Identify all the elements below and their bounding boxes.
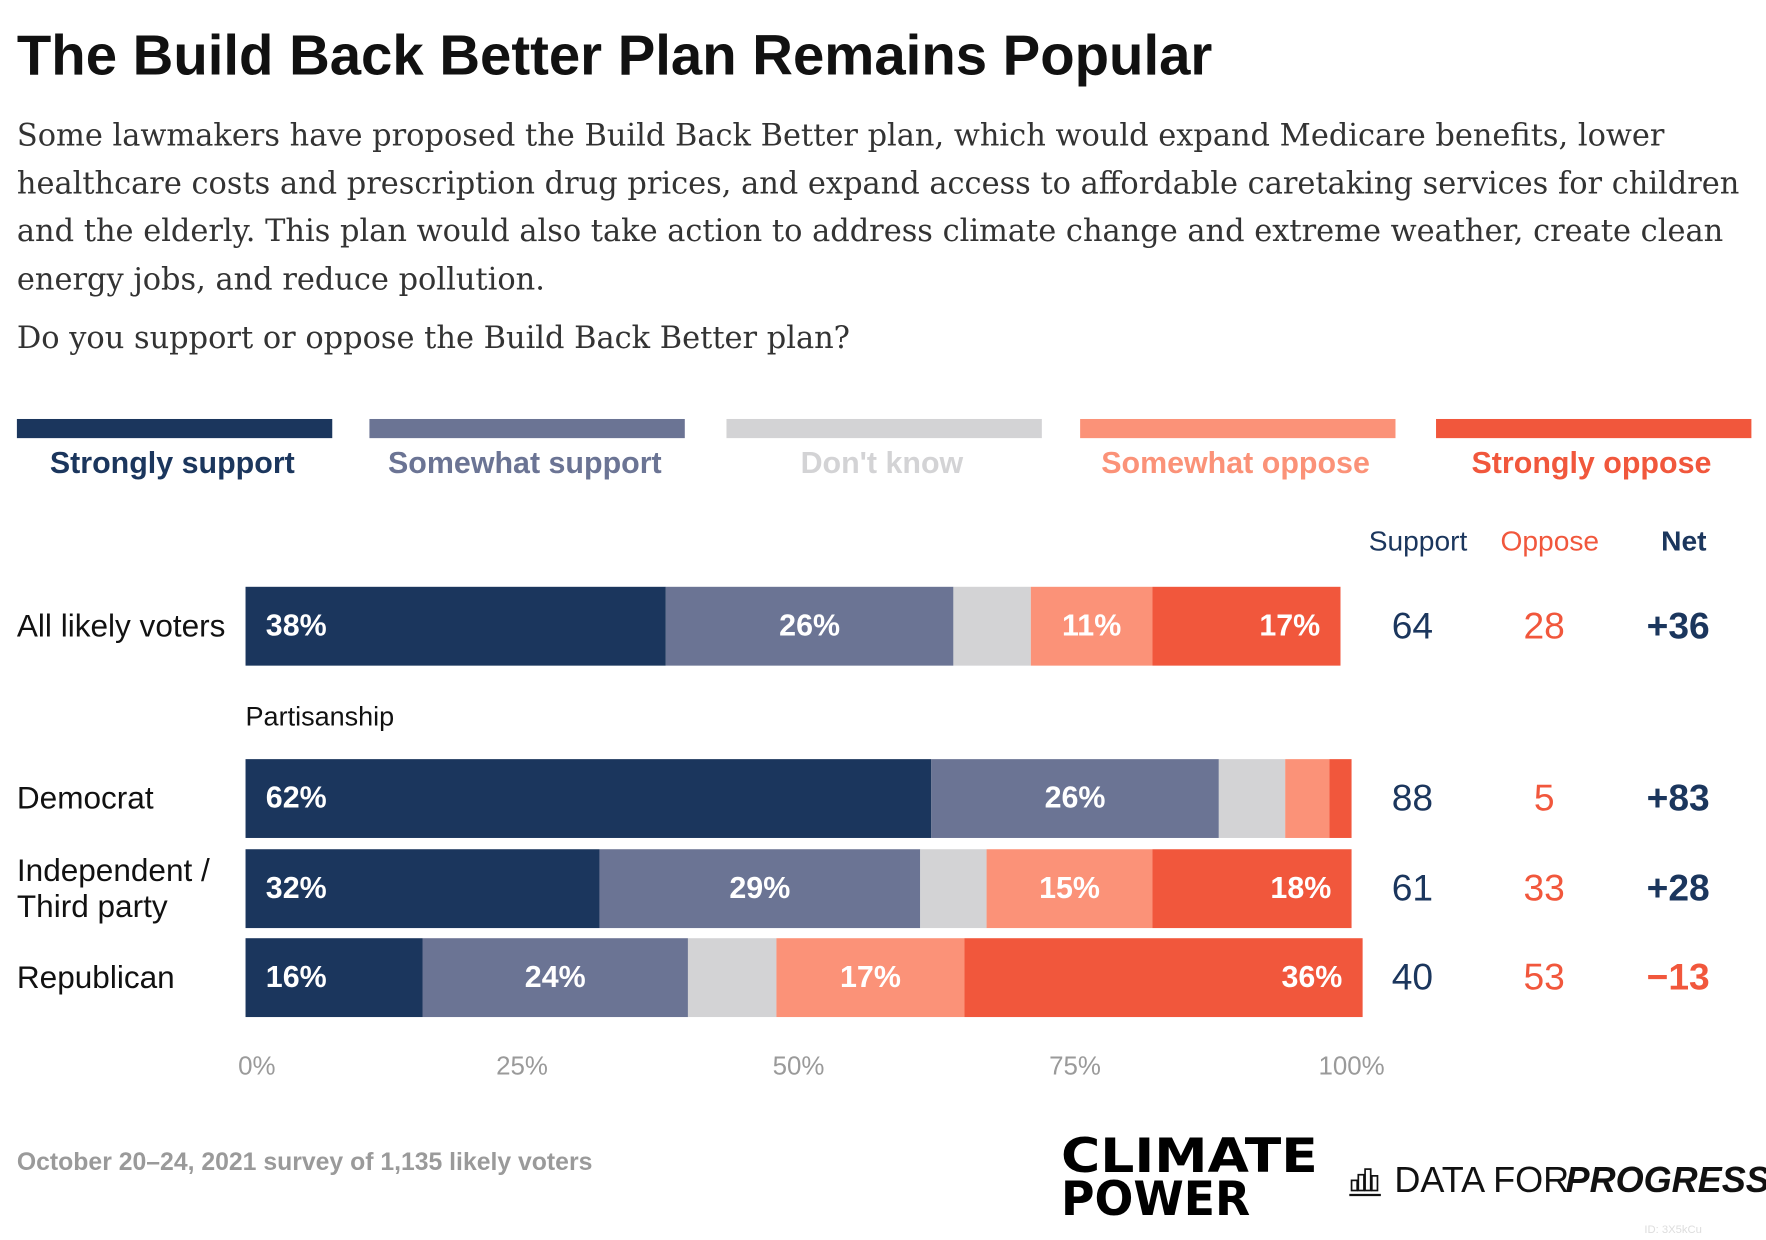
logo-climate: CLIMATE xyxy=(1061,1129,1318,1184)
value-label: 11% xyxy=(1062,608,1121,642)
bar-segment xyxy=(1329,759,1352,838)
legend-swatch xyxy=(1436,418,1752,439)
value-label: 62% xyxy=(266,781,327,815)
legend-swatch xyxy=(16,418,333,439)
value-label: 17% xyxy=(1259,608,1320,642)
x-tick-label: 25% xyxy=(496,1053,548,1081)
column-value: 88 xyxy=(1392,777,1433,819)
bar-segment xyxy=(953,586,1031,666)
category-label: Democrat xyxy=(16,780,154,816)
x-tick-label: 100% xyxy=(1318,1053,1384,1081)
legend-label: Don't know xyxy=(801,446,964,480)
source-note: October 20–24, 2021 survey of 1,135 like… xyxy=(17,1149,592,1176)
column-header: Support xyxy=(1369,525,1468,556)
value-label: 26% xyxy=(779,608,840,642)
bar-segment xyxy=(920,849,987,929)
bar-segment xyxy=(986,849,1153,929)
value-label: 29% xyxy=(729,871,790,905)
bar-segment xyxy=(1152,586,1341,666)
bar-segment xyxy=(1030,586,1153,666)
bar-segment xyxy=(1218,759,1286,838)
bar-segment xyxy=(1285,759,1330,838)
value-label: 18% xyxy=(1270,871,1331,905)
id-note: ID: 3X5kCu xyxy=(1644,1224,1702,1236)
bar-segment xyxy=(687,938,777,1018)
bar-segment xyxy=(931,759,1219,838)
logo-icon-bar xyxy=(1364,1168,1372,1192)
logo-icon-bar xyxy=(1370,1175,1379,1192)
bar-segment xyxy=(1152,849,1352,929)
column-value: 64 xyxy=(1392,604,1433,646)
bar-segment xyxy=(422,938,688,1018)
value-label: 36% xyxy=(1281,960,1342,994)
bar-segment xyxy=(245,586,666,666)
bar-segment xyxy=(964,938,1363,1018)
column-value: 53 xyxy=(1523,956,1564,998)
bar-segment xyxy=(245,938,423,1018)
value-label: 26% xyxy=(1045,781,1106,815)
legend-swatch xyxy=(1080,418,1396,439)
column-value: 5 xyxy=(1534,777,1555,819)
legend-swatch xyxy=(726,418,1042,439)
category-label: Republican xyxy=(16,959,175,995)
category-label: All likely voters xyxy=(16,608,226,644)
value-label: 17% xyxy=(840,960,901,994)
logo-dfp-bold: PROGRESS xyxy=(1566,1159,1766,1200)
value-label: 15% xyxy=(1039,871,1100,905)
legend-label: Somewhat support xyxy=(388,446,662,480)
column-value: +28 xyxy=(1647,867,1710,909)
bar-segment xyxy=(599,849,921,929)
value-label: 32% xyxy=(266,871,327,905)
bar-segment xyxy=(665,586,954,666)
question: Do you support or oppose the Build Back … xyxy=(16,320,850,356)
chart-subtitle: Some lawmakers have proposed the Build B… xyxy=(16,118,1740,297)
column-value: 28 xyxy=(1523,604,1564,646)
column-value: 40 xyxy=(1392,956,1433,998)
column-header: Oppose xyxy=(1501,525,1600,556)
legend-label: Strongly oppose xyxy=(1472,446,1712,480)
logo-power: POWER xyxy=(1061,1172,1250,1227)
column-value: +36 xyxy=(1647,604,1710,646)
column-value: 61 xyxy=(1392,867,1433,909)
logo-icon-bar xyxy=(1350,1179,1359,1192)
value-label: 16% xyxy=(266,960,327,994)
legend-swatch xyxy=(369,418,685,439)
bar-segment xyxy=(245,849,600,929)
bar-segment xyxy=(245,759,932,838)
value-label: 38% xyxy=(266,608,327,642)
column-value: +83 xyxy=(1647,777,1710,819)
value-label: 24% xyxy=(525,960,586,994)
category-label: Independent / Third party xyxy=(16,852,210,924)
group-label: Partisanship xyxy=(246,702,395,732)
legend-label: Strongly support xyxy=(50,446,295,480)
legend-label: Somewhat oppose xyxy=(1101,446,1370,480)
x-tick-label: 50% xyxy=(773,1053,825,1081)
logo-icon-bar xyxy=(1357,1173,1365,1192)
x-tick-label: 0% xyxy=(238,1053,275,1081)
column-header: Net xyxy=(1661,525,1707,556)
bar-segment xyxy=(776,938,965,1018)
logo-dfp: DATA FOR xyxy=(1394,1159,1569,1200)
chart-title: The Build Back Better Plan Remains Popul… xyxy=(16,23,1213,87)
x-tick-label: 75% xyxy=(1049,1053,1101,1081)
column-value: −13 xyxy=(1647,956,1710,998)
column-value: 33 xyxy=(1523,867,1564,909)
